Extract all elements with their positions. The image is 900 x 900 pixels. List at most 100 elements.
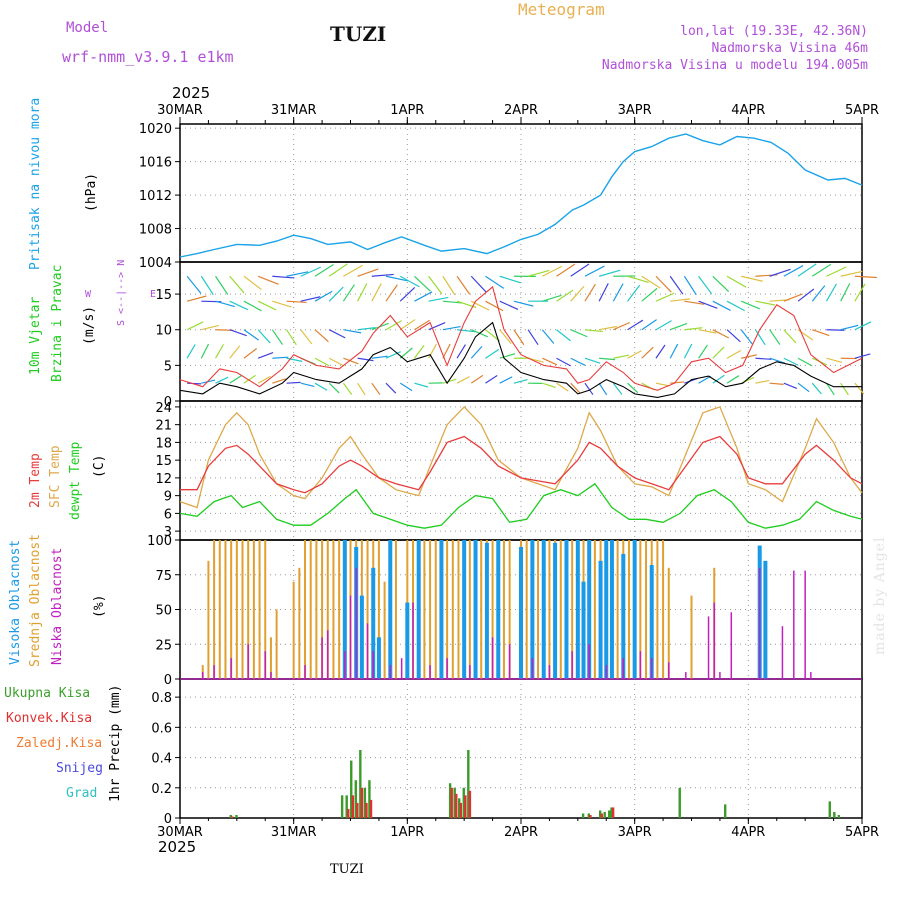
low-cloud-bar (707, 616, 710, 679)
wind-arrow (627, 382, 639, 394)
wind-arrow (399, 286, 416, 302)
precip-total-bar (828, 801, 831, 818)
precip-total-bar (833, 811, 836, 818)
wind-arrow (300, 382, 315, 388)
low-cloud-bar (213, 665, 215, 679)
mid-cloud-bar (429, 540, 432, 679)
precip-total-bar (587, 813, 590, 818)
mid-cloud-bar (645, 540, 648, 679)
wind-arrow (357, 283, 368, 302)
wind-arrow (570, 382, 581, 394)
precip-total-bar (603, 811, 606, 818)
wind-arrow (712, 374, 725, 384)
wind-arrow (456, 275, 471, 295)
low-cloud-bar (400, 658, 403, 679)
precip-total-bar (229, 814, 232, 818)
wind-arrow (598, 269, 621, 277)
pressure-line (179, 133, 863, 258)
mid-cloud-bar (656, 540, 659, 679)
low-cloud-bar (622, 658, 625, 679)
wind-arrow (641, 346, 654, 359)
precip-conv-bar (611, 807, 615, 818)
precip-total-bar (581, 813, 585, 818)
wind-arrow (797, 263, 817, 277)
model-label: Model (66, 20, 109, 36)
high-cloud-bar (496, 540, 501, 679)
wind-arrow (342, 382, 353, 395)
low-cloud-bar (389, 665, 392, 679)
wind-arrow (442, 300, 463, 304)
wind-arrow (286, 271, 309, 277)
mid-cloud-bar (218, 540, 221, 679)
wind-arrow (271, 329, 284, 345)
low-cloud-bar (508, 644, 511, 679)
wind-arrow (598, 283, 609, 302)
time-label-bottom: 31MAR (271, 825, 317, 840)
high-cloud-bar (342, 540, 347, 679)
model-elevation-label: Nadmorska Visina u modelu 194.005m (601, 58, 868, 73)
wind-arrow (470, 345, 483, 359)
mid-cloud-bar (252, 540, 255, 679)
wind-arrow (826, 266, 847, 277)
time-label-bottom: 3APR (618, 825, 652, 840)
high-cloud-bar (581, 581, 586, 679)
year-bottom: 2025 (158, 838, 197, 856)
y-tick-label: 15 (155, 288, 172, 303)
wind-arrow (257, 300, 277, 311)
wind-arrow (570, 329, 588, 338)
wind-arrow (428, 322, 446, 331)
wind-arrow (186, 275, 202, 294)
wind-arrow (385, 382, 397, 394)
wind-arrow (726, 275, 747, 288)
wind-arrow (613, 354, 630, 359)
wind-arrow (215, 344, 225, 359)
wind-arrow (825, 382, 835, 396)
wind-arrow (840, 283, 851, 302)
high-cloud-bar (376, 637, 381, 679)
wind-arrow (186, 295, 207, 302)
time-label-bottom: 1APR (390, 825, 424, 840)
mid-cloud-bar (627, 540, 630, 679)
low-cloud-bar (605, 665, 607, 679)
precip-total-bar (363, 787, 367, 818)
wind-arrow (683, 343, 693, 359)
wind-arrow (726, 300, 745, 312)
wind-arrow (371, 273, 394, 277)
time-label-bottom: 2APR (504, 825, 538, 840)
wind-arrow (840, 382, 849, 396)
wind-arrow (428, 275, 443, 295)
mid-cloud-bar (559, 540, 562, 679)
low-cloud-bar (793, 570, 795, 679)
wind-arrow (399, 382, 413, 392)
wind-arrow (399, 347, 413, 359)
wind-arrow (257, 275, 279, 285)
precip-conv-bar (450, 787, 453, 818)
precip-total-bar (724, 804, 727, 818)
wind-arrow (229, 300, 249, 311)
precip-total-bar (458, 798, 461, 818)
precip-legend-snow: Snijeg (56, 761, 103, 776)
high-cloud-bar (621, 553, 626, 679)
wind-arrow (698, 344, 708, 359)
wind-arrow (413, 345, 425, 359)
mid-cloud-bar (298, 567, 301, 679)
y-tick-label: 0 (164, 812, 172, 827)
wind-arrow (456, 344, 466, 359)
low-cloud-bar (201, 672, 204, 679)
y-tick-label: 0.6 (151, 721, 172, 736)
wind-arrow (556, 263, 576, 277)
wind-arrow (698, 300, 718, 309)
precip-total-bar (235, 814, 238, 818)
time-label-top: 2APR (504, 103, 538, 118)
wind-arrow (698, 375, 712, 384)
panel-temp: 3 6 9 12 15 18 21 24 (155, 400, 863, 541)
wind-arrow (314, 382, 328, 391)
precip-total-bar (368, 780, 371, 818)
y-tick-label: 75 (155, 569, 172, 584)
wind-arrow (755, 357, 772, 360)
time-label-top: 1APR (390, 103, 424, 118)
mid-cloud-bar (548, 540, 551, 679)
wind-arrow (385, 284, 398, 302)
wind-arrow (712, 329, 730, 339)
mid-cloud-bar (275, 609, 278, 679)
